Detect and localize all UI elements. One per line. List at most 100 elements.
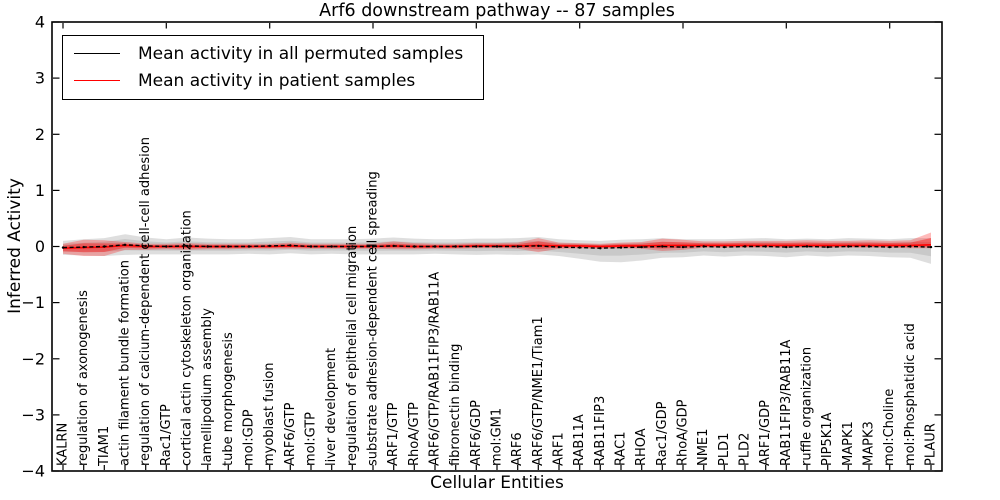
data-point-marker bbox=[268, 244, 271, 248]
x-tick-label: MAPK1 bbox=[841, 421, 856, 466]
data-point-marker bbox=[681, 245, 685, 249]
y-tick-label: 0 bbox=[35, 237, 45, 256]
data-point-marker bbox=[723, 245, 726, 249]
x-tick-label: mol:GM1 bbox=[490, 408, 505, 466]
data-point-marker bbox=[599, 247, 602, 250]
x-tick-label: RHOA bbox=[634, 428, 649, 466]
x-tick-label: actin filament bundle formation bbox=[118, 260, 133, 466]
data-point-marker bbox=[619, 246, 623, 249]
data-point-marker bbox=[165, 245, 168, 248]
x-tick-label: Rac1/GDP bbox=[655, 401, 670, 466]
x-tick-label: Rac1/GTP bbox=[159, 404, 174, 466]
patient-band bbox=[63, 232, 931, 256]
x-tick-label: TIAM1 bbox=[97, 426, 112, 467]
x-tick-label: RhoA/GDP bbox=[676, 399, 691, 466]
x-tick-label: mol:GTP bbox=[304, 412, 319, 466]
data-point-marker bbox=[578, 246, 581, 249]
y-tick-label: −1 bbox=[21, 293, 45, 312]
x-tick-label: regulation of epithelial cell migration bbox=[345, 226, 360, 466]
legend-entry-patient: Mean activity in patient samples bbox=[74, 67, 463, 94]
x-tick-label: fibronectin binding bbox=[448, 344, 463, 466]
data-point-marker bbox=[103, 245, 106, 248]
x-tick-label: ARF6/GTP/NME1/Tiam1 bbox=[531, 316, 546, 466]
x-tick-label: mol:Choline bbox=[882, 389, 897, 466]
x-tick-label: MAPK3 bbox=[862, 421, 877, 466]
data-point-marker bbox=[475, 245, 478, 248]
x-tick-label: tube morphogenesis bbox=[221, 332, 236, 466]
y-tick-label: 3 bbox=[35, 69, 45, 88]
data-point-marker bbox=[61, 246, 65, 249]
data-point-marker bbox=[661, 245, 664, 248]
data-point-marker bbox=[764, 245, 767, 248]
data-point-marker bbox=[640, 245, 643, 249]
x-tick-label: RAB11FIP3 bbox=[593, 396, 608, 466]
x-tick-label: ARF1/GDP bbox=[758, 400, 773, 466]
data-point-marker bbox=[206, 245, 209, 248]
x-tick-label: PIP5K1A bbox=[820, 412, 835, 466]
x-tick-label: NME1 bbox=[696, 429, 711, 466]
x-tick-label: ARF1 bbox=[552, 432, 567, 466]
x-axis-label: Cellular Entities bbox=[430, 473, 564, 493]
data-point-marker bbox=[82, 245, 85, 249]
y-axis-label: Inferred Activity bbox=[5, 178, 25, 314]
y-tick-label: −4 bbox=[21, 462, 45, 481]
plot-frame bbox=[51, 21, 943, 472]
chart-title: Arf6 downstream pathway -- 87 samples bbox=[319, 1, 675, 21]
x-tick-label: regulation of axonogenesis bbox=[76, 290, 91, 466]
x-tick-label: RAC1 bbox=[614, 431, 629, 466]
data-point-marker bbox=[867, 245, 871, 248]
x-tick-label: PLAUR bbox=[924, 423, 939, 466]
x-tick-label: PLD2 bbox=[738, 433, 753, 466]
data-point-marker bbox=[909, 245, 912, 248]
data-point-marker bbox=[371, 245, 375, 248]
data-point-marker bbox=[847, 245, 850, 248]
legend-entry-permuted: Mean activity in all permuted samples bbox=[74, 40, 463, 67]
y-tick-label: 1 bbox=[35, 181, 45, 200]
data-point-marker bbox=[516, 245, 519, 248]
data-point-marker bbox=[123, 243, 127, 246]
data-point-marker bbox=[454, 245, 457, 248]
permuted-band bbox=[63, 234, 931, 264]
y-tick-label: −3 bbox=[21, 405, 45, 424]
x-tick-label: substrate adhesion-dependent cell spread… bbox=[366, 171, 381, 466]
x-tick-label: RAB11FIP3/RAB11A bbox=[779, 339, 794, 466]
data-point-marker bbox=[888, 245, 891, 249]
x-tick-label: ARF1/GTP bbox=[386, 402, 401, 466]
x-tick-label: ruffle organization bbox=[800, 347, 815, 466]
x-tick-label: ARF6/GTP bbox=[283, 402, 298, 466]
data-point-marker bbox=[392, 244, 395, 248]
data-point-marker bbox=[805, 245, 809, 248]
data-point-marker bbox=[185, 244, 189, 248]
x-tick-label: ARF6/GTP/RAB11FIP3/RAB11A bbox=[428, 272, 443, 466]
patient-line-sample bbox=[74, 80, 120, 81]
legend-label-permuted: Mean activity in all permuted samples bbox=[138, 43, 464, 64]
data-point-marker bbox=[351, 245, 354, 248]
x-tick-label: KALRN bbox=[56, 423, 71, 466]
legend-label-patient: Mean activity in patient samples bbox=[138, 70, 416, 91]
x-tick-label: mol:Phosphatidic acid bbox=[903, 323, 918, 466]
data-point-marker bbox=[557, 245, 561, 249]
y-tick-label: −2 bbox=[21, 349, 45, 368]
data-point-marker bbox=[929, 245, 933, 249]
x-tick-label: ARF6 bbox=[510, 432, 525, 466]
data-point-marker bbox=[413, 245, 416, 248]
data-point-marker bbox=[743, 245, 747, 248]
x-tick-label: liver development bbox=[324, 348, 339, 466]
data-point-marker bbox=[537, 244, 540, 248]
data-point-marker bbox=[247, 245, 251, 248]
data-point-marker bbox=[289, 244, 292, 247]
x-tick-label: lamellipodium assembly bbox=[200, 308, 215, 466]
x-tick-label: myoblast fusion bbox=[262, 362, 277, 466]
data-point-marker bbox=[785, 245, 788, 249]
x-tick-label: mol:GDP bbox=[242, 409, 257, 466]
x-tick-label: PLD1 bbox=[717, 433, 732, 466]
data-point-marker bbox=[702, 245, 705, 248]
x-tick-label: ARF6/GDP bbox=[469, 400, 484, 466]
y-tick-label: 4 bbox=[35, 13, 45, 32]
permuted-line-sample bbox=[74, 53, 120, 54]
data-point-marker bbox=[495, 245, 499, 248]
data-point-marker bbox=[330, 245, 333, 248]
data-point-marker bbox=[826, 245, 829, 249]
x-tick-label: regulation of calcium-dependent cell-cel… bbox=[138, 137, 153, 466]
